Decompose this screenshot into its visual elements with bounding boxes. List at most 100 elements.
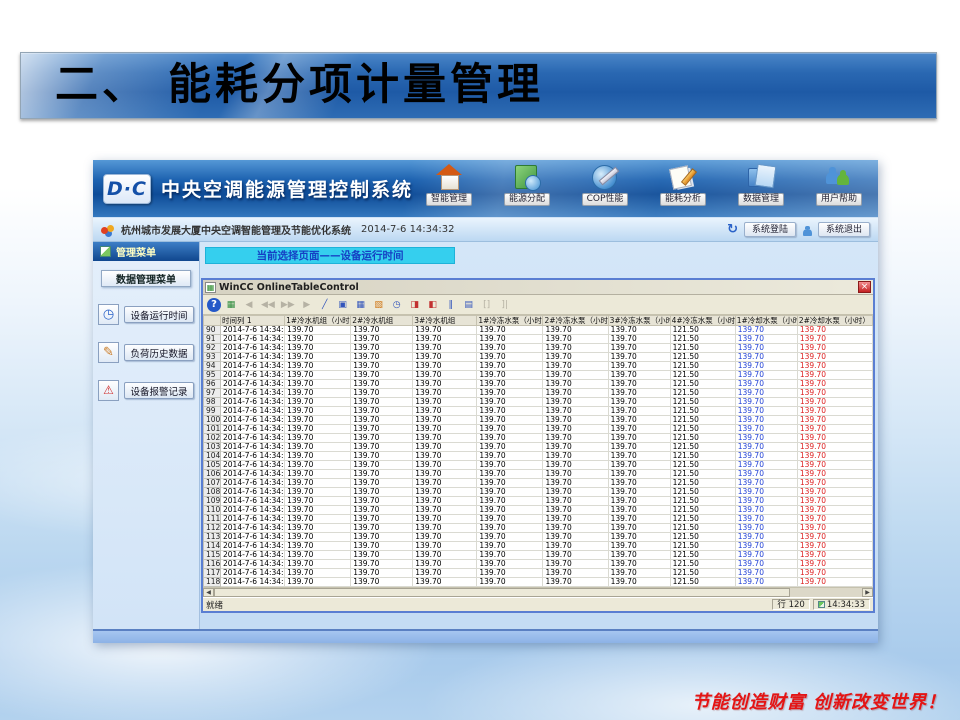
nav-item-user-help[interactable]: 用户帮助 — [808, 163, 870, 206]
nav-item-energy-analysis[interactable]: 能耗分析 — [652, 163, 714, 206]
system-logout-button[interactable]: 系统退出 — [817, 222, 870, 237]
export-icon[interactable]: ▧ — [374, 299, 383, 310]
status-ready: 就绪 — [206, 600, 224, 611]
wincc-title: WinCC OnlineTableControl — [219, 281, 359, 293]
home-icon — [434, 163, 464, 191]
wincc-titlebar: ▦ WinCC OnlineTableControl × — [203, 280, 873, 295]
scrollbar-thumb[interactable] — [214, 588, 791, 597]
copy-icon[interactable]: ▣ — [338, 299, 347, 310]
table-row[interactable]: 1192014-7-6 14:34:32139.70139.70139.7013… — [203, 586, 873, 587]
column-header: 4#冷冻水泵（小时） — [669, 315, 736, 326]
sync-icon: ↻ — [727, 221, 738, 237]
help-icon[interactable]: ? — [207, 297, 221, 312]
column-header: 时间列 1 — [220, 315, 286, 326]
scroll-left-icon[interactable]: ◀ — [203, 588, 214, 597]
nav-item-cop-performance[interactable]: COP性能 — [574, 163, 636, 206]
app-window: D·C 中央空调能源管理控制系统 智能管理 能源分配 COP性能 能耗分析 数据管理 用户… — [93, 160, 878, 643]
table-header-row: 时间列 1 1#冷水机组（小时） 2#冷水机组 3#冷水机组 1#冷冻水泵（小时） 2#冷… — [203, 315, 873, 326]
sidebar-item-label[interactable]: 负荷历史数据 — [124, 344, 194, 361]
nav-item-label: 智能管理 — [425, 193, 472, 206]
nav-item-label: COP性能 — [581, 193, 629, 206]
nav-item-label: 能耗分析 — [659, 193, 706, 206]
slide-title: 二、 能耗分项计量管理 — [55, 60, 544, 110]
close-icon[interactable]: × — [858, 281, 871, 293]
prev-record-icon: ◀◀ — [261, 299, 275, 310]
slide-title-banner: 二、 能耗分项计量管理 — [20, 52, 937, 119]
sidebar-item-label[interactable]: 设备报警记录 — [124, 382, 194, 399]
column-header: 1#冷水机组（小时） — [284, 315, 352, 326]
column-header: 2#冷水机组 — [350, 315, 414, 326]
sidebar: 管理菜单 数据管理菜单 设备运行时间负荷历史数据设备报警记录 — [93, 242, 200, 629]
current-page-label: 当前选择页面——设备运行时间 — [205, 247, 455, 264]
horizontal-scrollbar[interactable]: ◀ ▶ — [203, 587, 873, 597]
scroll-right-icon[interactable]: ▶ — [862, 588, 873, 597]
start-icon[interactable]: ◨ — [410, 299, 419, 310]
column-header: 2#冷却水泵（小时） — [796, 315, 873, 326]
sidebar-submenu-data-management[interactable]: 数据管理菜单 — [101, 270, 191, 287]
first-record-icon: ◀ — [245, 299, 253, 310]
wincc-toolbar: ? ▦ ◀ ◀◀ ▶▶ ▶ ╱ ▣ ▦ ▧ ◷ ◨ ◧ ‖ ▤[]]| — [203, 295, 873, 315]
time-config-icon[interactable]: ▦ — [226, 299, 236, 310]
sidebar-item-device-runtime[interactable]: 设备运行时间 — [98, 304, 194, 325]
notebook-icon — [100, 246, 111, 257]
footer-slogan: 节能创造财富 创新改变世界！ — [691, 692, 946, 713]
app-nav: 智能管理 能源分配 COP性能 能耗分析 数据管理 用户帮助 — [418, 163, 870, 206]
docpencil-icon — [668, 163, 698, 191]
pause-icon[interactable]: ‖ — [448, 299, 453, 310]
sidebar-item-device-alarm[interactable]: 设备报警记录 — [98, 380, 194, 401]
nav-item-smart-management[interactable]: 智能管理 — [418, 163, 480, 206]
sidebar-item-label[interactable]: 设备运行时间 — [124, 306, 194, 323]
user-icon — [802, 223, 812, 236]
nav-item-data-management[interactable]: 数据管理 — [730, 163, 792, 206]
sidebar-item-load-history[interactable]: 负荷历史数据 — [98, 342, 194, 363]
column-select-icon[interactable]: ▦ — [356, 299, 365, 310]
next-record-icon: ▶▶ — [280, 299, 295, 310]
nav-item-energy-allocation[interactable]: 能源分配 — [496, 163, 558, 206]
system-login-button[interactable]: 系统登陆 — [743, 222, 796, 237]
stop-icon[interactable]: ◧ — [428, 299, 437, 310]
users-icon — [824, 163, 854, 191]
status-row-count: 行 120 — [772, 599, 810, 610]
info-bar: 杭州城市发展大厦中央空调智能管理及节能优化系统 2014-7-6 14:34:3… — [93, 218, 878, 242]
edit-icon[interactable]: ╱ — [321, 299, 328, 310]
system-dots-icon — [101, 224, 115, 236]
nav-item-label: 用户帮助 — [815, 193, 862, 206]
print-icon[interactable]: ▤ — [464, 299, 473, 310]
bracket-open-icon: [] — [483, 299, 491, 310]
column-header: 1#冷冻水泵（小时） — [476, 315, 544, 326]
warning-icon — [98, 380, 119, 401]
system-name: 杭州城市发展大厦中央空调智能管理及节能优化系统 — [121, 226, 351, 237]
table-control-icon: ▦ — [205, 281, 216, 293]
time-range-icon[interactable]: ◷ — [392, 299, 401, 310]
column-header: 2#冷冻水泵（小时） — [542, 315, 609, 326]
